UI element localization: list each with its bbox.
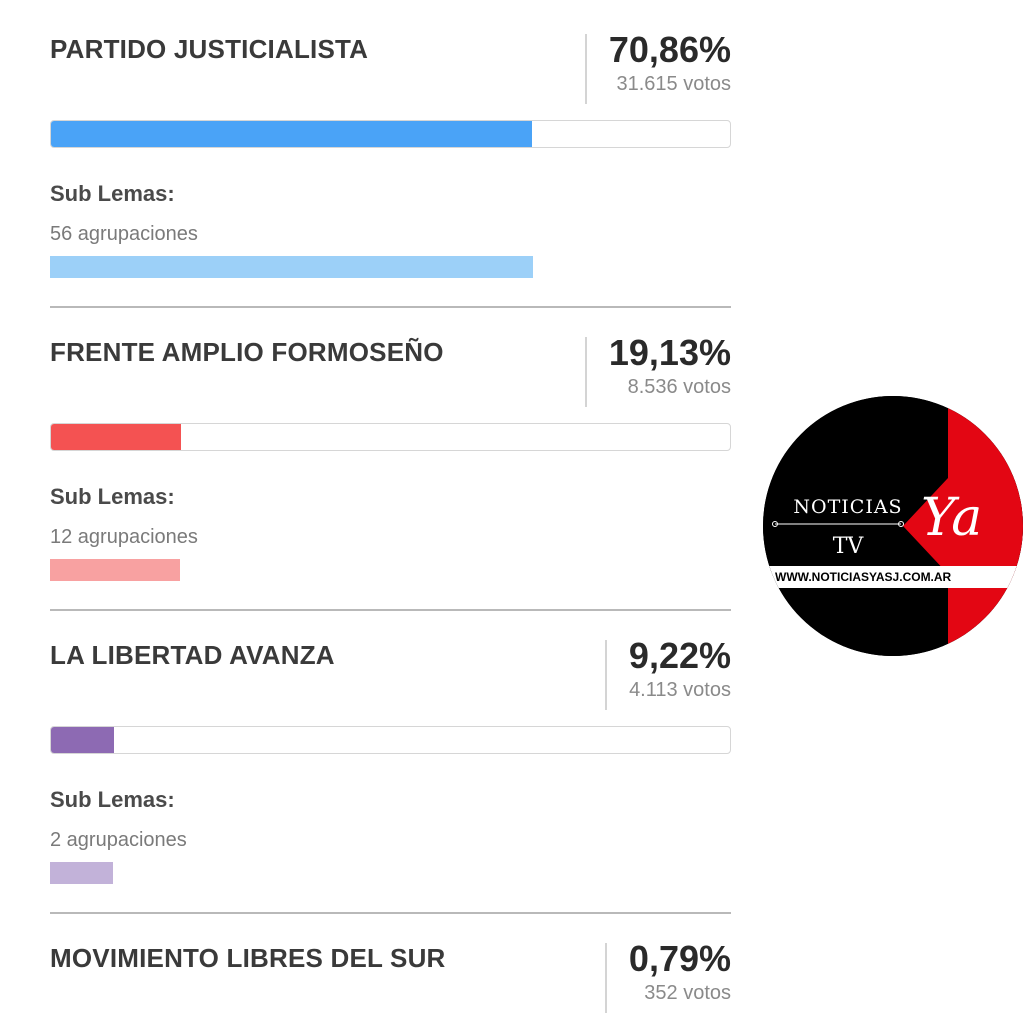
sub-lemas-bar — [50, 256, 533, 278]
sub-lemas-count: 12 agrupaciones — [50, 526, 198, 548]
logo-rule-dot-left — [772, 521, 778, 527]
party-percent: 70,86% — [608, 29, 731, 70]
party-percent: 0,79% — [628, 938, 731, 979]
party-votes: 31.615 votos — [616, 73, 731, 95]
sub-lemas-label: Sub Lemas: — [50, 181, 175, 206]
party-percent: 9,22% — [628, 635, 731, 676]
logo-tv-text: TV — [832, 534, 864, 559]
sub-lemas-bar — [50, 559, 180, 581]
logo-url-strip: WWW.NOTICIASYASJ.COM.AR — [763, 566, 1023, 588]
party-votes: 4.113 votos — [629, 679, 731, 701]
party-votes: 352 votos — [644, 982, 731, 1004]
vote-share-bar — [50, 423, 731, 451]
party-stat: 70,86% 31.615 votos — [584, 30, 731, 104]
logo-background-icon — [763, 396, 1023, 656]
sub-lemas-bar — [50, 862, 113, 884]
vote-share-fill — [51, 121, 533, 147]
sub-lemas-count: 56 agrupaciones — [50, 223, 198, 245]
party-block-la-libertad-avanza: LA LIBERTAD AVANZA 9,22% 4.113 votos Sub… — [50, 636, 731, 914]
party-name: MOVIMIENTO LIBRES DEL SUR — [50, 943, 446, 973]
party-percent: 19,13% — [608, 332, 731, 373]
divider — [50, 609, 731, 611]
sub-lemas-label: Sub Lemas: — [50, 787, 175, 812]
noticias-ya-tv-logo: NOTICIAS TV Ya WWW.NOTICIASYASJ.COM.AR — [763, 396, 1023, 656]
party-block-partido-justicialista: PARTIDO JUSTICIALISTA 70,86% 31.615 voto… — [50, 30, 731, 308]
sub-lemas-label: Sub Lemas: — [50, 484, 175, 509]
logo-rule-dot-right — [898, 521, 904, 527]
party-name: LA LIBERTAD AVANZA — [50, 640, 335, 670]
divider — [50, 912, 731, 914]
party-stat: 19,13% 8.536 votos — [584, 333, 731, 407]
party-stat: 9,22% 4.113 votos — [604, 636, 731, 710]
logo-red-field — [903, 396, 1023, 656]
logo-ya-script: Ya — [921, 488, 983, 548]
vote-share-fill — [51, 424, 181, 450]
vote-share-fill — [51, 727, 114, 753]
party-name: FRENTE AMPLIO FORMOSEÑO — [50, 337, 444, 367]
divider — [50, 306, 731, 308]
sub-lemas-count: 2 agrupaciones — [50, 829, 187, 851]
party-votes: 8.536 votos — [627, 376, 731, 398]
party-block-frente-amplio-formoseno: FRENTE AMPLIO FORMOSEÑO 19,13% 8.536 vot… — [50, 333, 731, 611]
vote-share-bar — [50, 726, 731, 754]
party-name: PARTIDO JUSTICIALISTA — [50, 34, 369, 64]
vote-share-bar — [50, 120, 731, 148]
logo-noticias-text: NOTICIAS — [793, 496, 903, 518]
party-stat: 0,79% 352 votos — [604, 939, 731, 1013]
party-block-movimiento-libres-del-sur: MOVIMIENTO LIBRES DEL SUR 0,79% 352 voto… — [50, 939, 731, 1024]
